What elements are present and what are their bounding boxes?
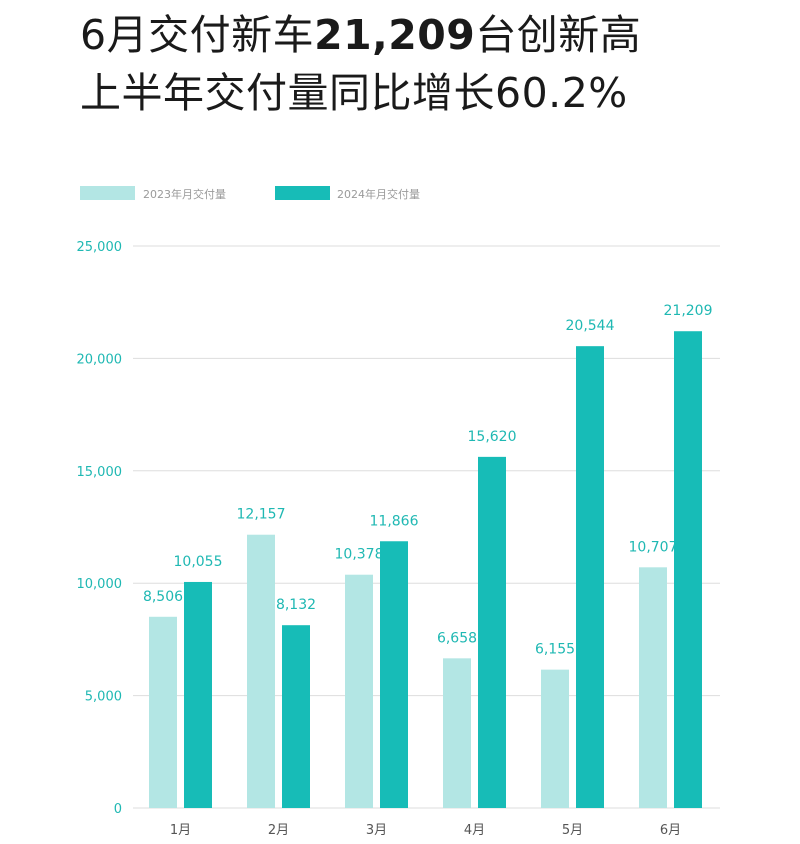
- bar: [380, 541, 408, 808]
- bar: [639, 567, 667, 808]
- data-label: 12,157: [237, 507, 286, 523]
- x-tick-label: 1月: [170, 823, 191, 838]
- legend-swatch-2: [275, 186, 330, 200]
- y-tick-label: 25,000: [77, 240, 123, 255]
- headline-number: 21,209: [314, 11, 476, 59]
- bar: [282, 625, 310, 808]
- legend-label-1: 2023年月交付量: [143, 187, 226, 201]
- bar: [149, 616, 177, 808]
- y-tick-label: 5,000: [85, 690, 122, 705]
- x-tick-label: 4月: [464, 823, 485, 838]
- x-tick-label: 5月: [562, 823, 583, 838]
- headline-line-2: 上半年交付量同比增长60.2%: [80, 69, 628, 117]
- x-tick-label: 3月: [366, 823, 387, 838]
- y-tick-label: 0: [114, 802, 122, 817]
- bar: [478, 456, 506, 808]
- data-label: 10,378: [335, 547, 384, 563]
- data-label: 15,620: [468, 429, 517, 445]
- bar: [345, 574, 373, 808]
- x-tick-label: 2月: [268, 823, 289, 838]
- bar: [541, 669, 569, 808]
- legend-swatch-1: [80, 186, 135, 200]
- legend-label-2: 2024年月交付量: [337, 187, 420, 201]
- headline: 6月交付新车21,209台创新高 上半年交付量同比增长60.2%: [80, 6, 641, 122]
- data-label: 10,055: [174, 554, 223, 570]
- data-label: 21,209: [664, 303, 713, 319]
- bar: [184, 581, 212, 808]
- y-tick-label: 10,000: [77, 577, 123, 592]
- data-label: 8,506: [143, 589, 183, 605]
- data-label: 20,544: [566, 318, 615, 334]
- bar: [443, 658, 471, 808]
- bar: [674, 331, 702, 808]
- data-label: 6,658: [437, 630, 477, 646]
- data-label: 10,707: [629, 539, 678, 555]
- data-label: 6,155: [535, 642, 575, 658]
- headline-line-1-prefix: 6月交付新车: [80, 11, 315, 59]
- data-label: 11,866: [370, 513, 419, 529]
- headline-line-1: 6月交付新车21,209台创新高: [80, 6, 641, 64]
- x-tick-label: 6月: [660, 823, 681, 838]
- y-tick-label: 15,000: [77, 465, 123, 480]
- bar: [247, 534, 275, 808]
- data-label: 8,132: [276, 597, 316, 613]
- bar: [576, 346, 604, 808]
- headline-line-1-suffix: 台创新高: [475, 11, 642, 59]
- y-tick-label: 20,000: [77, 352, 123, 367]
